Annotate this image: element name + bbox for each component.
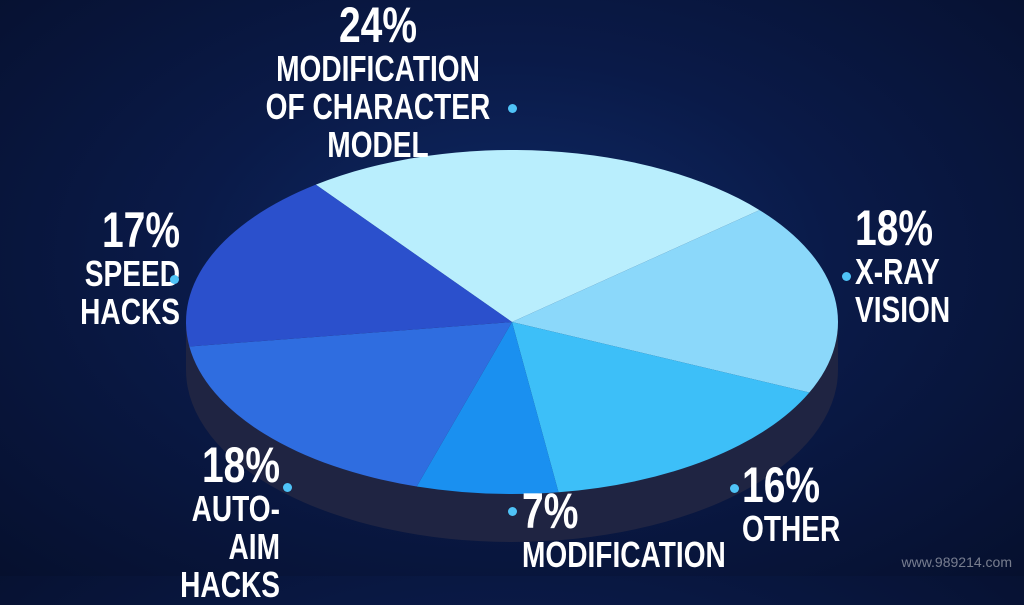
- label-other: 16% OTHER: [742, 460, 840, 548]
- label-text: X-RAY VISION: [855, 251, 951, 330]
- pie-slice-modification-of-character-model: [315, 150, 760, 322]
- label-text: SPEED HACKS: [80, 253, 180, 332]
- pct: 24%: [338, 0, 418, 53]
- pie-slice-speed-hacks: [185, 184, 512, 347]
- pie-slice-other: [512, 322, 810, 493]
- label-text: MODIFICATION: [522, 534, 726, 575]
- pie-slice-auto-aim-hacks: [189, 322, 512, 487]
- label-modification: 7% MODIFICATION: [522, 486, 726, 574]
- label-speed-hacks: 17% SPEED HACKS: [71, 205, 180, 331]
- label-x-ray: 18% X-RAY VISION: [855, 203, 956, 329]
- pct: 7%: [522, 483, 579, 539]
- label-text: MODIFICATION OF CHARACTER MODEL: [265, 48, 491, 165]
- label-text: AUTO-AIM HACKS: [180, 488, 280, 605]
- pct: 18%: [201, 437, 280, 493]
- dot: [283, 483, 292, 492]
- label-text: OTHER: [742, 508, 841, 549]
- pct: 17%: [101, 202, 180, 258]
- dot: [842, 272, 851, 281]
- label-character-model: 24% MODIFICATION OF CHARACTER MODEL: [261, 0, 495, 163]
- pct: 16%: [742, 457, 821, 513]
- pie-slice-modification: [416, 322, 559, 495]
- dot: [170, 275, 179, 284]
- pie-chart: [185, 150, 838, 542]
- pie-slice-x-ray-vision: [512, 210, 838, 393]
- dot: [508, 104, 517, 113]
- watermark: www.989214.com: [901, 554, 1012, 570]
- dot: [730, 484, 739, 493]
- dot: [508, 507, 517, 516]
- pct: 18%: [855, 200, 934, 256]
- label-auto-aim: 18% AUTO-AIM HACKS: [147, 440, 280, 603]
